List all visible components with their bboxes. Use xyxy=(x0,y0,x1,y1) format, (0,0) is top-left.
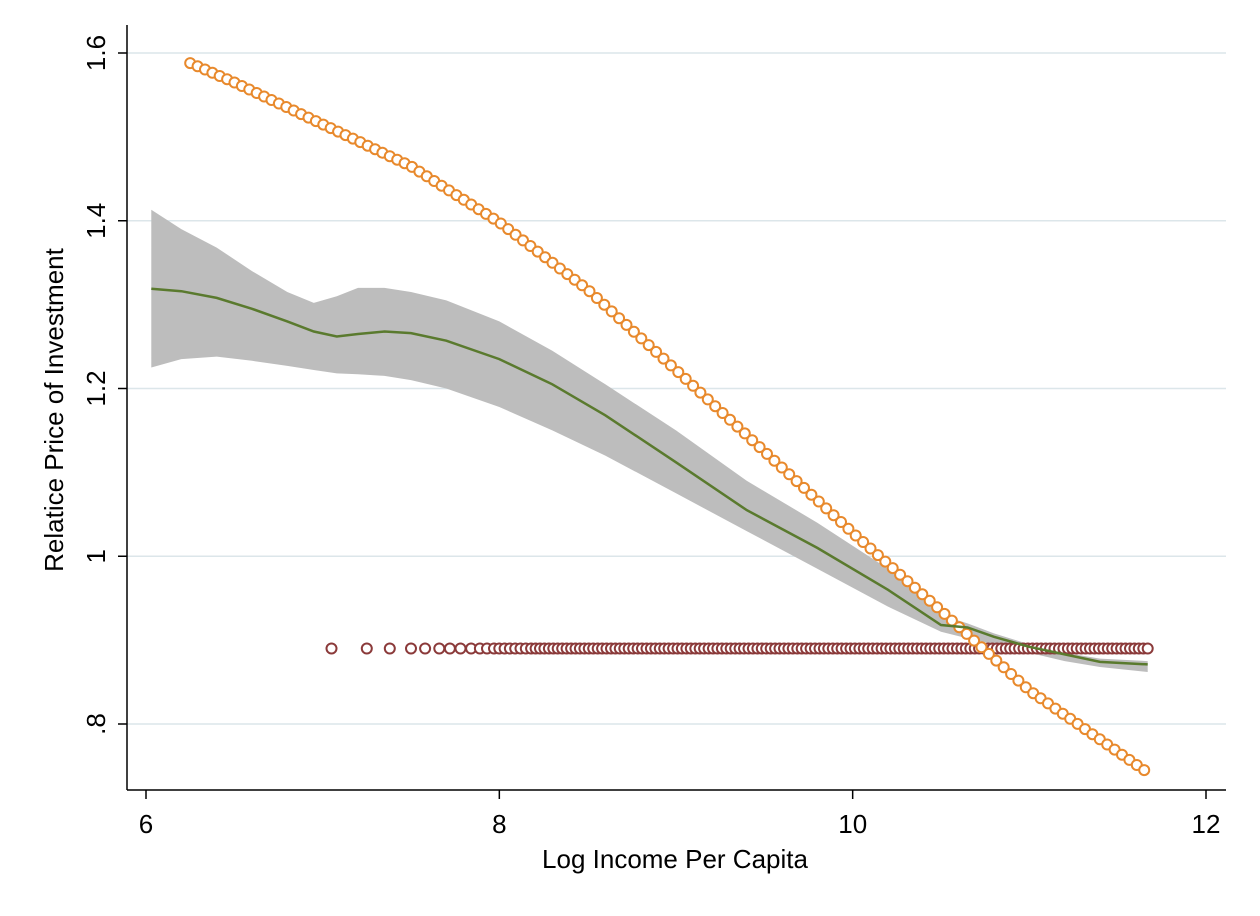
orange-point-70 xyxy=(701,393,714,406)
dark-point-5 xyxy=(433,642,446,655)
orange-point-101 xyxy=(931,601,944,614)
orange-point-59 xyxy=(620,318,633,331)
orange-point-83 xyxy=(798,481,810,494)
orange-point-74 xyxy=(731,420,744,433)
orange-point-54 xyxy=(583,285,596,298)
orange-point-84 xyxy=(805,488,818,501)
orange-point-91 xyxy=(857,536,870,548)
y-tick-label-3: 1.4 xyxy=(81,203,111,239)
dark-point-2 xyxy=(383,642,396,655)
dark-point-6 xyxy=(443,642,456,655)
orange-point-81 xyxy=(783,468,796,481)
orange-point-67 xyxy=(679,372,692,385)
orange-point-63 xyxy=(650,345,663,358)
y-tick-label-4: 1.6 xyxy=(81,35,111,71)
x-tick-label-1: 8 xyxy=(492,809,506,839)
orange-point-89 xyxy=(842,522,855,535)
orange-point-106 xyxy=(968,634,981,647)
y-axis-title: Relatice Price of Investment xyxy=(39,247,69,571)
orange-point-129 xyxy=(1138,764,1151,777)
x-tick-label-3: 12 xyxy=(1192,809,1221,839)
orange-point-90 xyxy=(849,529,862,542)
orange-point-92 xyxy=(864,542,877,555)
orange-point-95 xyxy=(886,562,899,575)
orange-point-88 xyxy=(835,516,847,528)
orange-point-62 xyxy=(642,339,655,352)
grid xyxy=(127,52,1226,725)
orange-point-57 xyxy=(605,305,618,318)
orange-point-107 xyxy=(975,641,988,654)
orange-point-97 xyxy=(901,575,914,588)
orange-point-66 xyxy=(672,366,685,379)
fitted-line xyxy=(151,287,1148,666)
axes xyxy=(126,25,1226,791)
orange-point-60 xyxy=(627,325,640,338)
orange-point-102 xyxy=(938,607,951,620)
orange-point-87 xyxy=(827,509,840,522)
orange-point-94 xyxy=(879,555,892,568)
orange-point-82 xyxy=(790,475,803,488)
orange-point-73 xyxy=(724,413,736,426)
orange-point-86 xyxy=(820,502,833,515)
orange-point-61 xyxy=(635,332,648,345)
orange-point-78 xyxy=(761,447,773,460)
orange-point-72 xyxy=(716,407,729,419)
dark-point-0 xyxy=(325,642,338,655)
orange-point-110 xyxy=(997,661,1010,674)
orange-point-112 xyxy=(1012,674,1025,687)
x-axis-title: Log Income Per Capita xyxy=(542,844,808,874)
dark-red-series xyxy=(325,642,1154,655)
dark-point-3 xyxy=(405,642,417,655)
orange-point-105 xyxy=(960,627,973,640)
orange-point-58 xyxy=(613,312,626,325)
y-tick-label-0: .8 xyxy=(81,713,111,735)
orange-point-80 xyxy=(775,461,788,474)
y-tick-label-1: 1 xyxy=(81,549,111,563)
orange-point-100 xyxy=(923,594,936,607)
orange-point-99 xyxy=(916,588,929,601)
dark-point-7 xyxy=(454,642,467,655)
orange-point-75 xyxy=(738,427,751,440)
dark-point-157 xyxy=(1141,642,1154,655)
dark-point-4 xyxy=(419,642,432,655)
orange-point-68 xyxy=(687,379,700,392)
y-tick-label-2: 1.2 xyxy=(81,370,111,406)
orange-point-98 xyxy=(908,581,921,594)
orange-point-55 xyxy=(590,292,603,304)
orange-point-93 xyxy=(871,549,884,562)
confidence-band-area xyxy=(151,209,1148,673)
x-tick-label-0: 6 xyxy=(139,809,153,839)
orange-point-64 xyxy=(657,352,670,365)
x-tick-label-2: 10 xyxy=(838,809,867,839)
dark-point-1 xyxy=(360,642,373,655)
orange-point-85 xyxy=(812,495,825,508)
orange-point-71 xyxy=(709,400,722,413)
orange-point-96 xyxy=(894,568,907,581)
orange-point-79 xyxy=(768,454,781,467)
orange-series xyxy=(184,57,1151,777)
ticks: .8 1 1.2 1.4 1.6 6 8 10 12 xyxy=(81,35,1220,839)
orange-point-65 xyxy=(664,359,677,372)
orange-point-108 xyxy=(982,647,995,660)
confidence-band xyxy=(151,209,1148,673)
orange-point-77 xyxy=(753,441,766,454)
orange-point-69 xyxy=(694,386,707,399)
orange-point-56 xyxy=(598,298,611,311)
orange-point-76 xyxy=(746,434,759,447)
fitted-line-group xyxy=(151,287,1148,666)
orange-point-109 xyxy=(990,654,1003,667)
orange-point-111 xyxy=(1005,668,1018,680)
